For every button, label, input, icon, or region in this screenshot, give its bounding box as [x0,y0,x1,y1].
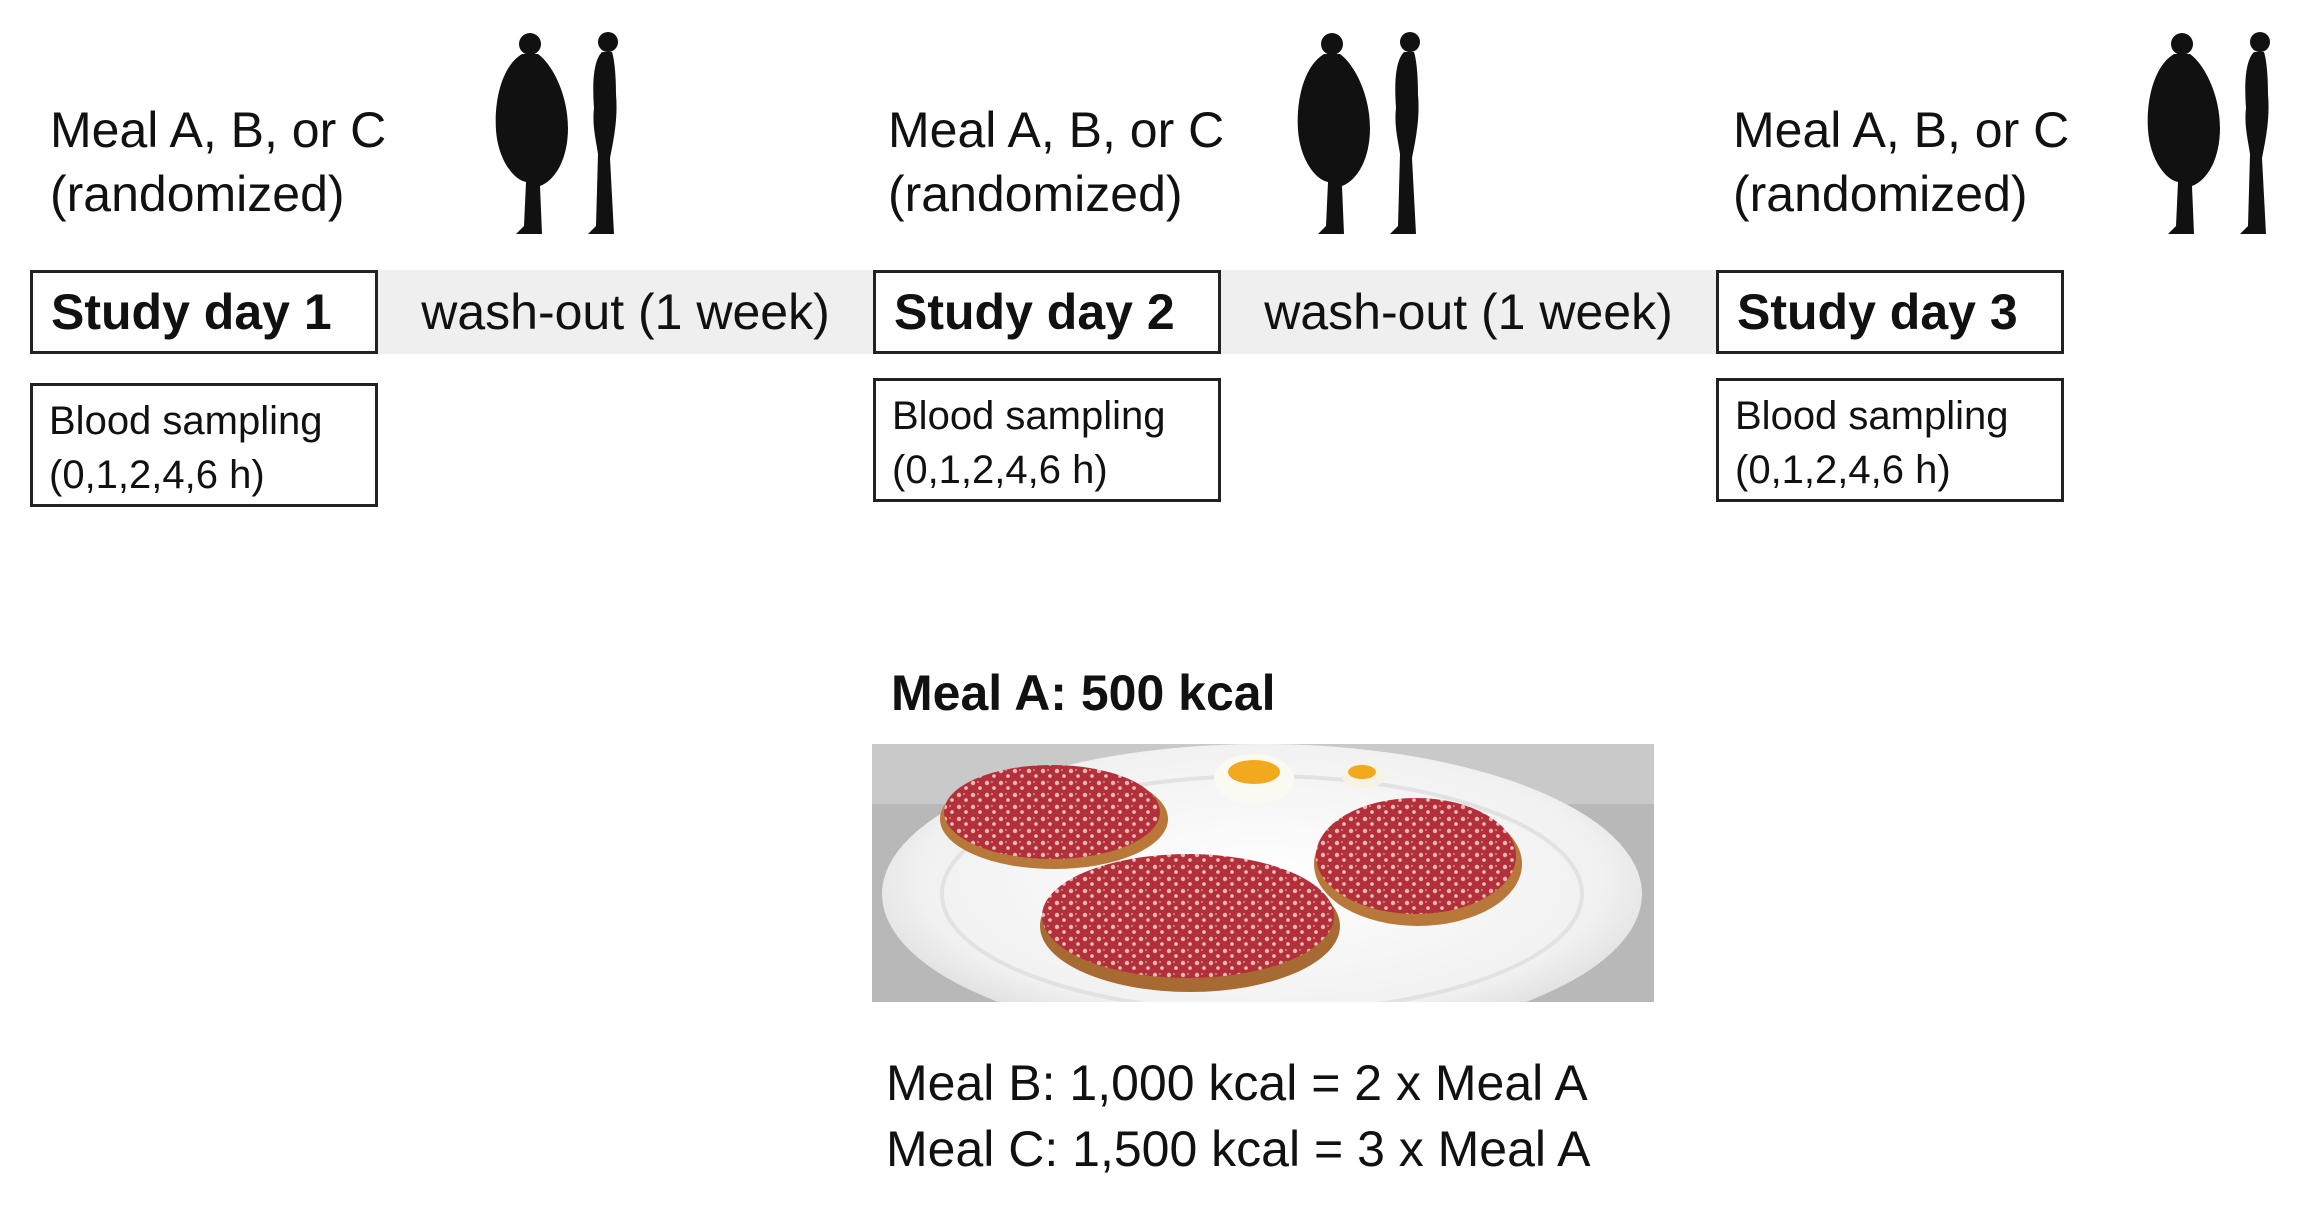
meal-options-text: Meal A, B, or C [888,102,1225,158]
person-silhouettes-day-1 [488,30,638,240]
obese-and-slim-person-icon [495,32,618,234]
study-day-1-box: Study day 1 [30,270,378,354]
washout-period-1: wash-out (1 week) [378,270,873,354]
meal-label-day-1: Meal A, B, or C (randomized) [50,98,386,226]
person-silhouettes-day-2 [1290,30,1440,240]
washout-2-label: wash-out (1 week) [1264,284,1673,340]
blood-sampling-title: Blood sampling [892,394,1166,438]
study-day-2-label: Study day 2 [894,284,1175,340]
salami-bread-meal-photo [872,744,1654,1002]
blood-sampling-times: (0,1,2,4,6 h) [1735,448,1951,492]
study-day-3-label: Study day 3 [1737,284,2018,340]
blood-sampling-title: Blood sampling [1735,394,2009,438]
washout-1-label: wash-out (1 week) [421,284,830,340]
meal-label-day-3: Meal A, B, or C (randomized) [1733,98,2069,226]
meal-label-day-2: Meal A, B, or C (randomized) [888,98,1224,226]
blood-sampling-box-day-3: Blood sampling (0,1,2,4,6 h) [1716,378,2064,502]
blood-sampling-box-day-1: Blood sampling (0,1,2,4,6 h) [30,383,378,507]
meal-b-note: Meal B: 1,000 kcal = 2 x Meal A [886,1055,1588,1111]
study-day-2-box: Study day 2 [873,270,1221,354]
meal-c-note: Meal C: 1,500 kcal = 3 x Meal A [886,1121,1591,1177]
obese-and-slim-person-icon [2147,32,2270,234]
meal-a-title: Meal A: 500 kcal [891,665,1276,721]
meal-notes: Meal B: 1,000 kcal = 2 x Meal A Meal C: … [886,1050,1591,1182]
meal-options-text: Meal A, B, or C [1733,102,2070,158]
obese-and-slim-person-icon [1297,32,1420,234]
blood-sampling-times: (0,1,2,4,6 h) [892,448,1108,492]
washout-period-2: wash-out (1 week) [1221,270,1716,354]
blood-sampling-times: (0,1,2,4,6 h) [49,453,265,497]
meal-options-text: Meal A, B, or C [50,102,387,158]
blood-sampling-title: Blood sampling [49,399,323,443]
study-day-1-label: Study day 1 [51,284,332,340]
study-day-3-box: Study day 3 [1716,270,2064,354]
randomized-text: (randomized) [888,166,1183,222]
person-silhouettes-day-3 [2140,30,2290,240]
randomized-text: (randomized) [1733,166,2028,222]
blood-sampling-box-day-2: Blood sampling (0,1,2,4,6 h) [873,378,1221,502]
randomized-text: (randomized) [50,166,345,222]
meal-a-photo [872,744,1654,1002]
